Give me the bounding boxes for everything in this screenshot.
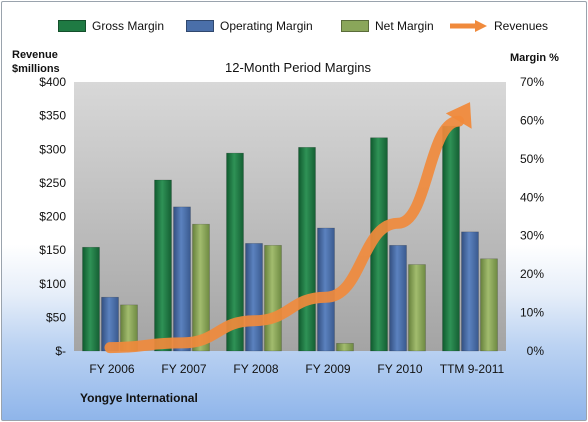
revenues-line (104, 115, 465, 354)
left-tick-label: $250 (39, 176, 66, 190)
category-label: FY 2006 (89, 362, 134, 376)
operating-margin-bar (389, 245, 407, 352)
right-tick-label: 60% (520, 113, 544, 127)
left-tick-label: $50 (46, 310, 66, 324)
net-margin-bar (336, 343, 354, 352)
category-label: TTM 9-2011 (440, 362, 505, 376)
legend-label-gross: Gross Margin (92, 19, 165, 33)
right-tick-label: 20% (520, 267, 544, 281)
left-tick-label: $350 (39, 109, 66, 123)
left-tick-label: $150 (39, 243, 66, 257)
net-margin-bar (408, 264, 426, 352)
net-margin-bar (192, 223, 210, 352)
operating-margin-bar (245, 243, 263, 352)
left-axis-title-line1: Revenue (12, 49, 58, 61)
right-axis-title: Margin % (510, 52, 559, 64)
legend-label-net: Net Margin (375, 19, 434, 33)
gross-margin-bar (298, 147, 316, 352)
right-tick-label: 10% (520, 306, 544, 320)
left-axis-title: Revenue $millions (12, 48, 60, 76)
legend-swatch-gross (58, 20, 86, 32)
revenues-arrowhead (445, 102, 472, 129)
legend-net-margin: Net Margin (341, 16, 434, 36)
left-tick-label: $- (55, 344, 66, 358)
right-tick-label: 70% (520, 75, 544, 89)
chart-title: 12-Month Period Margins (225, 60, 371, 75)
legend-revenues: Revenues (448, 16, 548, 36)
right-tick-label: 0% (527, 344, 545, 358)
category-label: FY 2008 (233, 362, 278, 376)
left-tick-label: $300 (39, 142, 66, 156)
net-margin-bar (480, 258, 498, 352)
legend-arrow-icon (450, 20, 487, 32)
left-tick-label: $100 (39, 277, 66, 291)
legend-swatch-operating (186, 20, 214, 32)
operating-margin-bar (173, 206, 191, 352)
right-tick-label: 50% (520, 152, 544, 166)
chart-legend: Gross Margin Operating Margin Net Margin… (2, 16, 586, 38)
gross-margin-bar (442, 125, 460, 352)
category-label: FY 2009 (305, 362, 350, 376)
legend-label-operating: Operating Margin (220, 19, 313, 33)
left-tick-label: $400 (39, 75, 66, 89)
left-tick-label: $200 (39, 210, 66, 224)
operating-margin-bar (317, 227, 335, 352)
right-tick-label: 40% (520, 190, 544, 204)
legend-operating-margin: Operating Margin (186, 16, 313, 36)
legend-gross-margin: Gross Margin (58, 16, 164, 36)
legend-swatch-net (341, 20, 369, 32)
legend-label-revenues: Revenues (494, 19, 549, 33)
net-margin-bar (264, 245, 282, 352)
left-axis-title-line2: $millions (12, 63, 60, 75)
right-tick-label: 30% (520, 229, 544, 243)
gross-margin-bar (154, 179, 172, 352)
gross-margin-bar (226, 152, 244, 352)
company-name: Yongye International (80, 391, 198, 405)
gross-margin-bar (82, 246, 100, 352)
category-label: FY 2010 (377, 362, 422, 376)
operating-margin-bar (461, 231, 479, 352)
category-label: FY 2007 (161, 362, 206, 376)
